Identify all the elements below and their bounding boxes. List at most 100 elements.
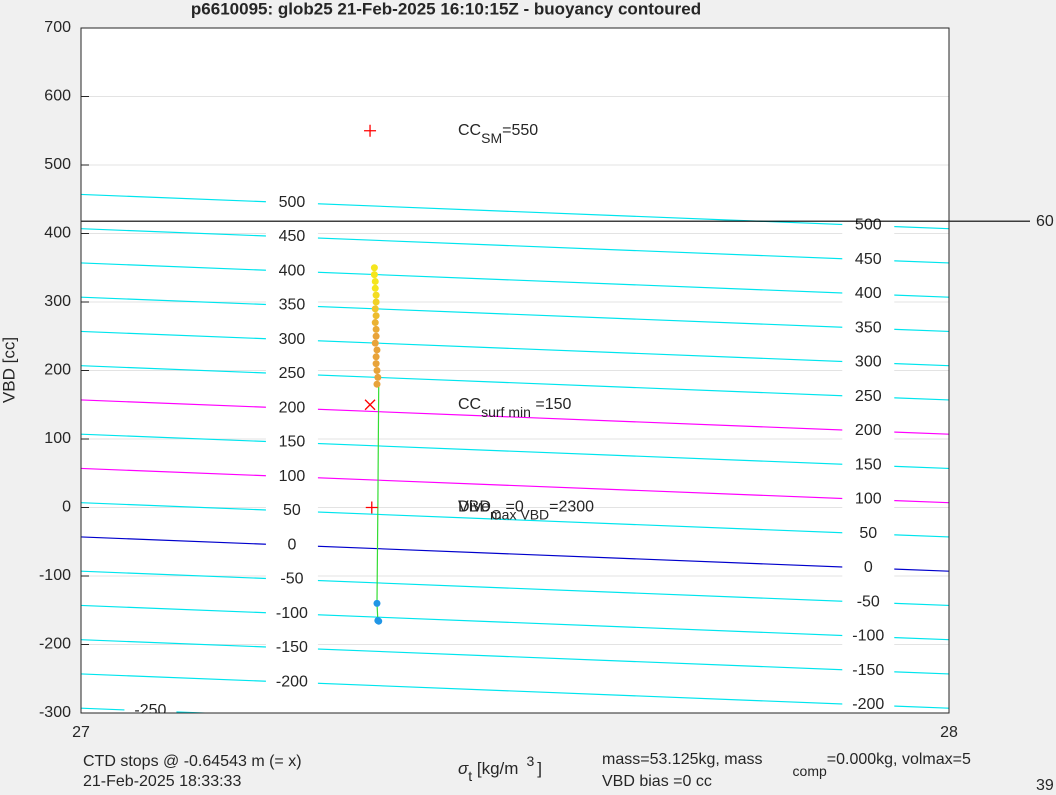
trace-point: [372, 298, 380, 306]
chart-title: p6610095: glob25 21-Feb-2025 16:10:15Z -…: [191, 0, 701, 18]
contour-label-bg: [842, 559, 895, 578]
contour-label: 400: [279, 262, 306, 279]
contour-label-bg: [842, 661, 895, 680]
contour-line: [81, 673, 949, 709]
contour-label-bg: [842, 285, 895, 304]
y-tick-label: 0: [62, 499, 71, 516]
contour-label-bg: [265, 330, 318, 349]
trace-point: [371, 319, 379, 327]
contour-line: [81, 467, 949, 504]
contour-label: 450: [855, 251, 882, 268]
contour-label-bg: [842, 456, 895, 475]
contour-line: [81, 296, 949, 333]
trace-point: [372, 312, 380, 320]
plot-content: 5005004504504004003503503003002502502002…: [81, 193, 949, 719]
contour-label: 200: [279, 399, 306, 416]
contour-label-bg: [265, 365, 318, 384]
contour-label-bg: [842, 490, 895, 509]
contour-label: 350: [855, 319, 882, 336]
contour-label: -150: [276, 639, 308, 656]
annotation: VBDC =0: [458, 499, 524, 522]
contour-label-bg: [265, 296, 318, 315]
x-label-text: [kg/m: [472, 759, 518, 778]
annotation-text: VBD: [458, 499, 491, 516]
contour-line: [81, 193, 949, 230]
dot: [375, 617, 383, 625]
y-tick-label: -100: [39, 567, 71, 584]
contour-label: 250: [855, 388, 882, 405]
trace-point: [374, 373, 382, 381]
contour-line: [81, 639, 949, 675]
contour-label: -250: [134, 702, 166, 719]
contour-line: [81, 570, 949, 607]
trace-point: [372, 360, 380, 368]
contour-label-bg: [265, 399, 318, 418]
annotation-text: CC: [458, 122, 481, 139]
trace-point: [373, 367, 381, 374]
contour-label: -100: [276, 605, 308, 622]
annotation: Divemax VBD=2300: [458, 499, 594, 522]
contour-label: 400: [855, 285, 882, 302]
contour-label: 50: [859, 525, 877, 542]
contour-label-bg: [265, 502, 318, 521]
contour-label-bg: [842, 353, 895, 372]
contour-label-bg: [265, 604, 318, 623]
contour-label-bg: [842, 387, 895, 406]
contour-label-bg: [265, 673, 318, 692]
contour-line: [81, 365, 949, 401]
y-tick-label: 500: [44, 156, 71, 173]
footer-date: 21-Feb-2025 18:33:33: [83, 773, 241, 790]
contour-label-bg: [265, 467, 318, 486]
contour-label-bg: [265, 433, 318, 452]
x-axis-label: σt [kg/m 3]: [458, 753, 542, 784]
contour-label: 200: [855, 422, 882, 439]
marker: [365, 501, 378, 514]
trace-point: [372, 325, 380, 333]
contour-label: 100: [855, 491, 882, 508]
contour-label: -200: [276, 673, 308, 690]
annotation: CCSM=550: [458, 122, 538, 145]
contour-line: [81, 399, 949, 435]
contour-label: 500: [855, 217, 882, 234]
footer-mass-text: mass=53.125kg, mass: [602, 751, 763, 768]
contour-label-bg: [265, 262, 318, 281]
annotation-text: CC: [458, 396, 481, 413]
annotation-sub: max VBD: [490, 506, 549, 522]
trace-point: [373, 346, 381, 354]
contour-label-bg: [265, 193, 318, 212]
contour-line: [81, 604, 949, 641]
trace-point: [371, 284, 379, 292]
contour-label-bg: [265, 570, 318, 589]
annotation-tail: =0: [501, 499, 524, 516]
x-label-sub: t: [468, 768, 472, 784]
footer-mass: mass=53.125kg, mass comp=0.000kg, volmax=…: [602, 751, 971, 778]
trace-point: [373, 380, 381, 388]
contour-label: 150: [855, 456, 882, 473]
x-tick-label: 28: [940, 724, 958, 741]
y-tick-label: -200: [39, 636, 71, 653]
y-tick-label: 200: [44, 362, 71, 379]
contour-line: [81, 502, 949, 538]
x-label-sup: 3: [526, 753, 534, 769]
contour-label-bg: [842, 422, 895, 441]
annotation-tail: =2300: [549, 499, 594, 516]
trace-point: [370, 271, 378, 279]
contour-label-bg: [265, 639, 318, 658]
contour-label: 500: [279, 194, 306, 211]
marker: [364, 124, 377, 137]
y-tick-label: -300: [39, 704, 71, 721]
contour-line: [81, 262, 949, 298]
footer-right-top: 60: [1036, 213, 1054, 230]
contour-label-bg: [842, 524, 895, 543]
contour-label: 300: [279, 331, 306, 348]
contour-label: -100: [852, 628, 884, 645]
contour-line: [81, 536, 949, 572]
annotation-sub: SM: [481, 129, 502, 145]
annotation-sub: surf min: [481, 403, 531, 419]
y-tick-label: 600: [44, 88, 71, 105]
trace-point: [371, 305, 379, 313]
annotation-tail: =550: [502, 122, 538, 139]
contour-label: 300: [855, 354, 882, 371]
contour-label-bg: [842, 319, 895, 338]
contour-label: -50: [280, 571, 303, 588]
